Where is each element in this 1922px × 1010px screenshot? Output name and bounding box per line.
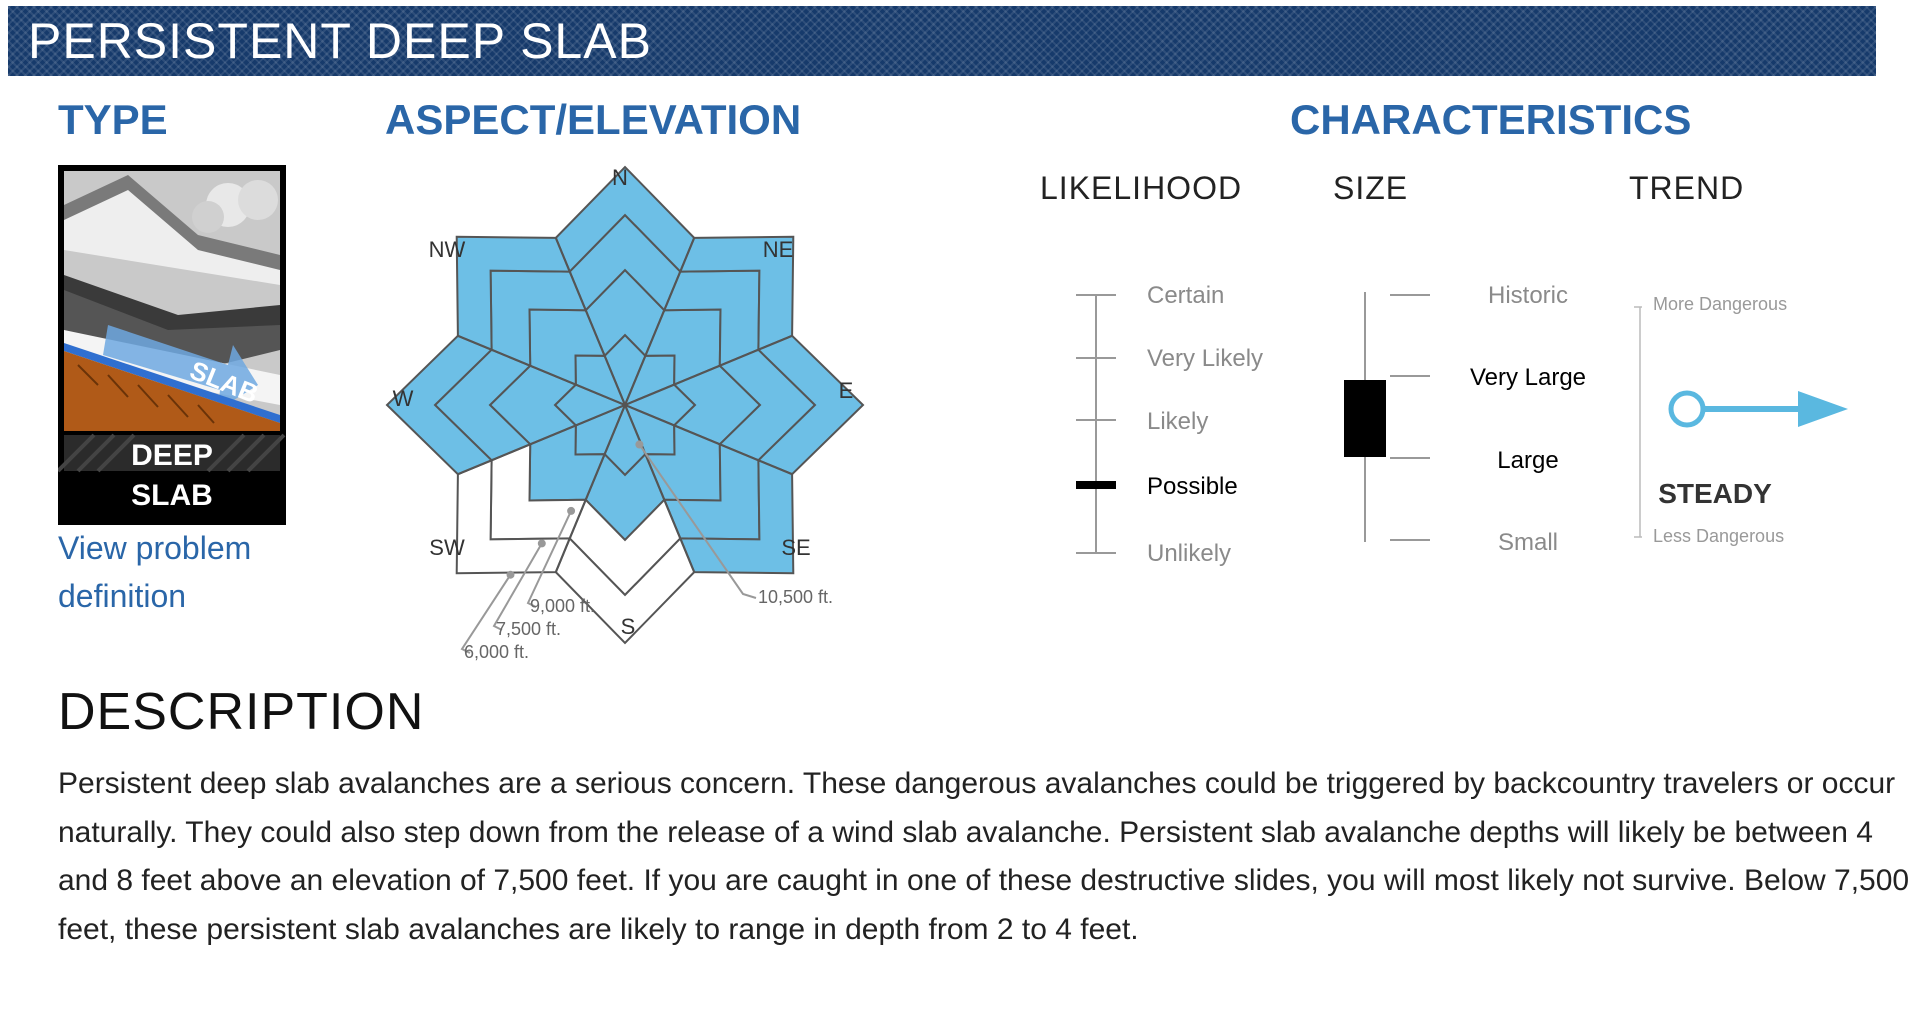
trend-graphic: More Dangerous STEADY Less Dangerous bbox=[1634, 294, 1848, 546]
rose-spoke bbox=[554, 237, 626, 406]
rose-spoke bbox=[624, 404, 696, 573]
elevation-leader-dot-0 bbox=[635, 440, 644, 449]
trend-less-dangerous: Less Dangerous bbox=[1653, 526, 1784, 546]
likelihood-unlikely: Unlikely bbox=[1147, 540, 1231, 567]
direction-s: S bbox=[621, 614, 636, 639]
size-label: SIZE bbox=[1333, 170, 1409, 206]
elevation-leader-2 bbox=[492, 542, 543, 631]
elevation-label-10500: 10,500 ft. bbox=[758, 587, 833, 607]
trend-label: TREND bbox=[1629, 170, 1745, 206]
elevation-leader-3 bbox=[460, 574, 512, 654]
direction-se: SE bbox=[781, 535, 810, 560]
deep-slab-caption-line2: SLAB bbox=[131, 479, 213, 512]
likelihood-likely: Likely bbox=[1147, 408, 1208, 435]
trend-more-dangerous: More Dangerous bbox=[1653, 294, 1787, 314]
size-historic: Historic bbox=[1488, 282, 1568, 309]
elevation-leader-dot-2 bbox=[537, 539, 546, 548]
rose-spoke bbox=[624, 334, 793, 406]
deep-slab-caption-line1: DEEP bbox=[131, 439, 213, 472]
rose-spoke bbox=[624, 237, 696, 406]
direction-w: W bbox=[393, 386, 414, 411]
likelihood-certain: Certain bbox=[1147, 282, 1224, 309]
elevation-leader-dot-3 bbox=[506, 570, 515, 579]
description-heading: DESCRIPTION bbox=[58, 683, 425, 741]
direction-n: N bbox=[612, 165, 628, 190]
rose-spoke bbox=[457, 334, 626, 406]
description-text: Persistent deep slab avalanches are a se… bbox=[58, 767, 1910, 946]
elevation-label-7500: 7,500 ft. bbox=[496, 619, 561, 639]
likelihood-selected-marker bbox=[1076, 481, 1116, 489]
size-very-large: Very Large bbox=[1470, 364, 1586, 391]
direction-nw: NW bbox=[429, 237, 466, 262]
direction-ne: NE bbox=[763, 237, 794, 262]
problem-header: PERSISTENT DEEP SLAB bbox=[8, 6, 1876, 76]
steady-arrow-icon bbox=[1668, 390, 1848, 428]
elevation-leader-lines bbox=[460, 440, 757, 654]
likelihood-possible: Possible bbox=[1147, 473, 1238, 500]
elevation-label-6000: 6,000 ft. bbox=[464, 642, 529, 662]
aspect-elevation-rose: N NE E SE S SW W NW 10,500 ft. 9,000 ft.… bbox=[385, 165, 865, 662]
direction-sw: SW bbox=[429, 535, 465, 560]
direction-e: E bbox=[839, 378, 854, 403]
rose-spoke bbox=[457, 404, 626, 476]
type-heading: TYPE bbox=[58, 96, 168, 143]
size-scale: Historic Very Large Large Small bbox=[1344, 282, 1586, 556]
aspect-elevation-heading: ASPECT/ELEVATION bbox=[385, 96, 802, 143]
view-problem-definition-link[interactable]: View problem definition bbox=[58, 530, 252, 614]
likelihood-scale: Certain Very Likely Likely Possible Unli… bbox=[1076, 282, 1263, 567]
elevation-leader-dot-1 bbox=[567, 506, 576, 515]
size-selected-range bbox=[1344, 380, 1386, 457]
characteristics-heading: CHARACTERISTICS bbox=[1290, 96, 1692, 143]
size-small: Small bbox=[1498, 529, 1558, 556]
size-large: Large bbox=[1497, 447, 1558, 474]
deep-slab-icon: SLAB DEEP SLAB bbox=[58, 165, 286, 525]
elevation-label-9000: 9,000 ft. bbox=[530, 596, 595, 616]
elevation-leader-1 bbox=[526, 510, 573, 608]
likelihood-very-likely: Very Likely bbox=[1147, 345, 1263, 372]
rose-spoke bbox=[554, 404, 626, 573]
rose-spoke bbox=[624, 404, 793, 476]
likelihood-label: LIKELIHOOD bbox=[1040, 170, 1243, 206]
rose-sector-6000_to_7500-nw bbox=[455, 235, 572, 352]
elevation-leader-0 bbox=[638, 443, 757, 599]
problem-title: PERSISTENT DEEP SLAB bbox=[28, 13, 652, 69]
trend-value: STEADY bbox=[1658, 478, 1772, 509]
rose-spokes bbox=[457, 237, 793, 573]
